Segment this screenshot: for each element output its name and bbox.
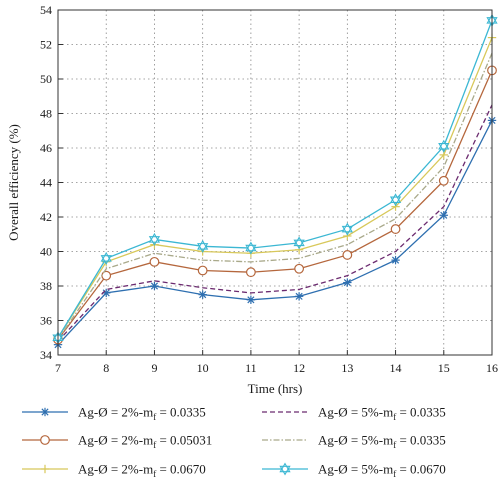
legend-item: Ag-Ø = 2%-mf = 0.0335: [22, 405, 206, 423]
axis-ticks: 7 8 9 10 11 12 13 14 15 16 34 36 38 40 42 44 46 48 50 52 54: [40, 3, 498, 375]
data-point: [279, 462, 291, 476]
legend-label: Ag-Ø = 5%-mf = 0.0670: [318, 462, 446, 480]
series: [57, 52, 493, 340]
series: [53, 33, 497, 342]
legend-label: Ag-Ø = 2%-mf = 0.05031: [78, 433, 212, 451]
data-point: [40, 407, 50, 417]
x-tick-label: 9: [151, 361, 157, 375]
data-point: [40, 435, 50, 445]
series-line: [57, 52, 493, 340]
y-tick-label: 52: [40, 38, 52, 52]
data-point: [294, 245, 304, 254]
series-group: [52, 13, 498, 349]
x-tick-label: 13: [341, 361, 353, 375]
data-point: [150, 281, 159, 291]
x-tick-label: 7: [55, 361, 61, 375]
legend-label: Ag-Ø = 2%-mf = 0.0670: [78, 462, 206, 480]
x-tick-label: 10: [197, 361, 209, 375]
data-point: [245, 267, 256, 278]
series-line: [57, 104, 493, 342]
data-point: [438, 175, 449, 186]
data-point: [390, 224, 401, 234]
series: [57, 104, 493, 342]
data-point: [246, 295, 256, 304]
data-point: [198, 290, 207, 299]
legend-item: Ag-Ø = 5%-mf = 0.0335: [262, 405, 446, 423]
series: [53, 65, 497, 345]
x-tick-label: 15: [438, 361, 450, 375]
data-point: [342, 250, 353, 260]
data-point: [245, 241, 257, 255]
x-axis-label: Time (hrs): [248, 381, 303, 396]
data-point: [197, 265, 208, 276]
series: [53, 116, 497, 349]
data-point: [438, 139, 450, 153]
legend-item: Ag-Ø = 2%-mf = 0.0670: [22, 462, 206, 480]
series-line: [57, 120, 493, 346]
y-tick-label: 46: [40, 141, 52, 155]
data-point: [389, 193, 402, 207]
series-line: [57, 37, 493, 339]
legend: Ag-Ø = 2%-mf = 0.0335 Ag-Ø = 2%-mf = 0.05…: [22, 405, 446, 480]
data-point: [343, 278, 352, 287]
data-point: [100, 251, 112, 265]
y-tick-label: 40: [40, 245, 52, 259]
y-tick-label: 50: [40, 72, 52, 86]
x-tick-label: 12: [293, 361, 305, 375]
legend-label: Ag-Ø = 5%-mf = 0.0335: [318, 433, 446, 451]
y-tick-label: 44: [40, 176, 52, 190]
grid: [58, 10, 492, 355]
legend-item: Ag-Ø = 5%-mf = 0.0335: [262, 433, 446, 451]
y-tick-label: 36: [40, 314, 52, 328]
x-tick-label: 14: [390, 361, 402, 375]
x-tick-label: 11: [245, 361, 257, 375]
series-line: [57, 70, 493, 340]
data-point: [293, 236, 305, 250]
data-point: [341, 222, 353, 236]
data-point: [148, 232, 161, 246]
legend-item: Ag-Ø = 2%-mf = 0.05031: [22, 433, 212, 451]
data-point: [391, 255, 400, 265]
data-point: [343, 231, 352, 241]
x-tick-label: 8: [103, 361, 109, 375]
data-point: [439, 211, 448, 220]
series: [52, 13, 498, 345]
data-point: [197, 239, 209, 253]
data-point: [294, 292, 304, 301]
data-point: [294, 263, 305, 274]
y-tick-label: 48: [40, 107, 52, 121]
y-tick-label: 38: [40, 279, 52, 293]
data-point: [40, 464, 50, 474]
data-point: [391, 202, 400, 211]
y-axis-label: Overall efficiency (%): [6, 124, 21, 241]
legend-label: Ag-Ø = 5%-mf = 0.0335: [318, 405, 446, 423]
y-tick-label: 54: [40, 3, 52, 17]
legend-label: Ag-Ø = 2%-mf = 0.0335: [78, 405, 206, 423]
series-line: [57, 20, 493, 339]
y-tick-label: 42: [40, 210, 52, 224]
x-tick-label: 16: [486, 361, 498, 375]
data-point: [149, 256, 160, 267]
legend-item: Ag-Ø = 5%-mf = 0.0670: [262, 462, 446, 480]
y-tick-label: 34: [40, 348, 52, 362]
